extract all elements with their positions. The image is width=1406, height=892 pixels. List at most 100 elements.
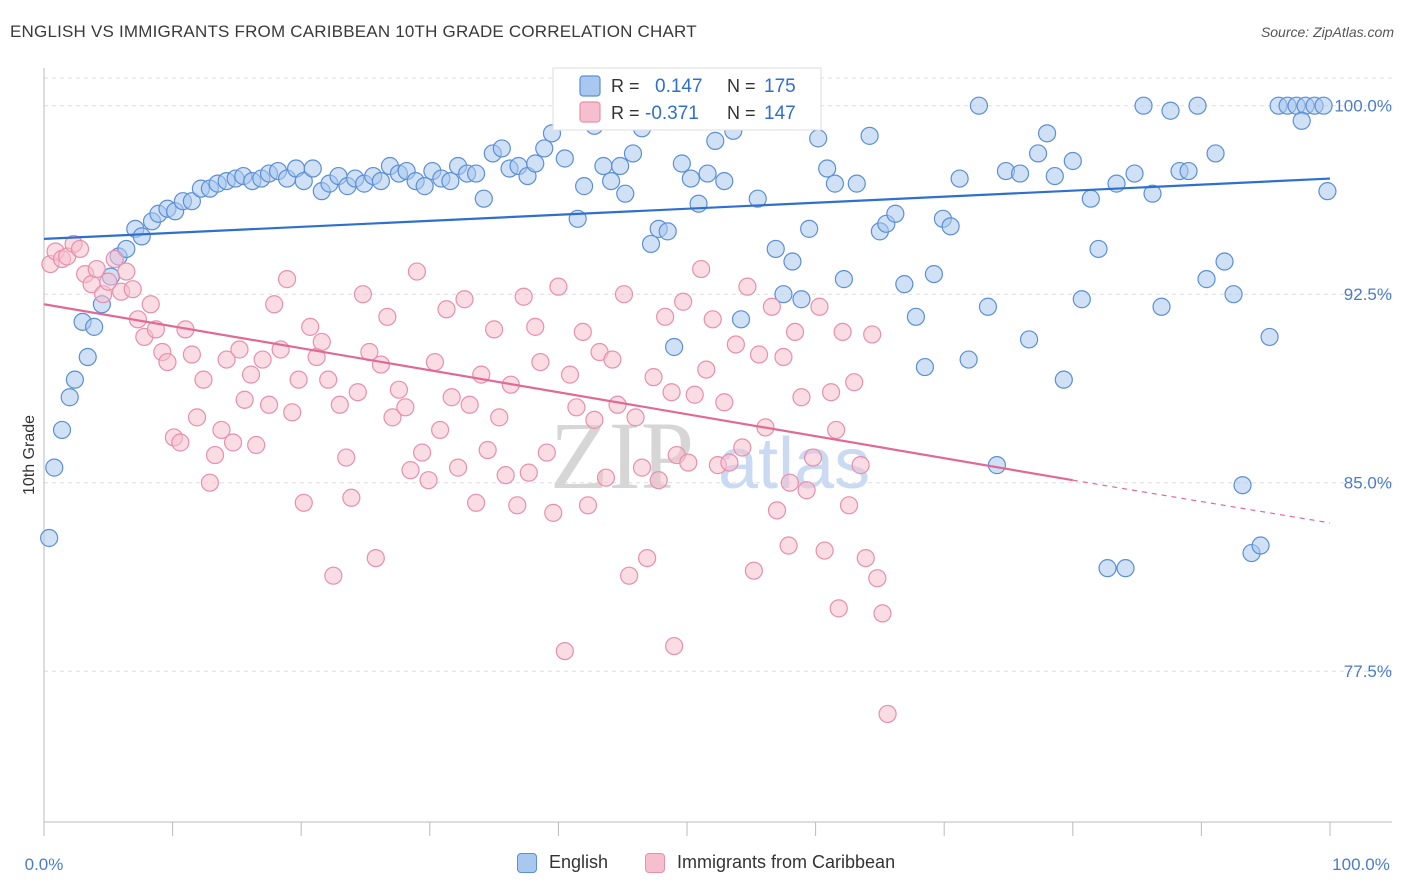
caribbean-point bbox=[448, 458, 468, 477]
english-point bbox=[1314, 96, 1333, 115]
english-point bbox=[52, 420, 72, 440]
caribbean-point bbox=[289, 370, 308, 389]
caribbean-point bbox=[442, 388, 461, 407]
caribbean-point bbox=[762, 297, 781, 316]
caribbean-point bbox=[319, 370, 338, 389]
english-point bbox=[706, 131, 725, 150]
caribbean-point bbox=[626, 408, 645, 427]
caribbean-point bbox=[389, 380, 409, 399]
caribbean-point bbox=[868, 569, 887, 588]
caribbean-point bbox=[401, 461, 420, 480]
caribbean-point bbox=[614, 285, 634, 304]
english-point bbox=[959, 350, 978, 369]
caribbean-point bbox=[803, 448, 823, 467]
english-point bbox=[611, 156, 630, 176]
series-legend: English Immigrants from Caribbean bbox=[0, 852, 1406, 880]
stats-swatch-caribbean bbox=[579, 101, 601, 123]
english-point bbox=[1179, 161, 1198, 181]
caribbean-point bbox=[324, 566, 343, 585]
watermark-atlas: atlas bbox=[718, 424, 870, 504]
points-layer bbox=[40, 96, 1337, 724]
caribbean-point bbox=[466, 493, 486, 512]
english-point bbox=[441, 172, 460, 191]
caribbean-point bbox=[514, 287, 533, 306]
caribbean-point bbox=[829, 599, 848, 618]
caribbean-point bbox=[549, 277, 568, 296]
caribbean-point bbox=[342, 488, 361, 507]
caribbean-point bbox=[644, 368, 663, 387]
caribbean-point bbox=[412, 443, 432, 462]
caribbean-point bbox=[265, 295, 284, 314]
english-point bbox=[1028, 144, 1048, 163]
caribbean-point bbox=[312, 332, 331, 352]
legend-item-caribbean[interactable]: Immigrants from Caribbean bbox=[645, 852, 895, 873]
caribbean-point bbox=[212, 420, 231, 440]
english-point bbox=[1019, 330, 1039, 349]
english-point bbox=[85, 317, 104, 336]
english-point bbox=[1072, 290, 1091, 309]
english-point bbox=[575, 177, 594, 196]
english-point bbox=[117, 239, 136, 259]
english-point bbox=[665, 337, 684, 357]
caribbean-point bbox=[573, 322, 592, 341]
stats-caribbean-r-label: R = bbox=[611, 103, 640, 123]
caribbean-point bbox=[537, 443, 556, 462]
caribbean-point bbox=[371, 355, 391, 374]
caribbean-point bbox=[253, 350, 272, 369]
english-point bbox=[825, 174, 844, 193]
english-point bbox=[40, 528, 59, 548]
caribbean-point bbox=[277, 270, 297, 289]
english-point bbox=[847, 174, 866, 193]
english-point bbox=[906, 307, 926, 326]
english-point bbox=[294, 172, 313, 191]
caribbean-point bbox=[578, 496, 598, 515]
caribbean-point bbox=[780, 473, 799, 492]
english-point bbox=[466, 164, 486, 183]
caribbean-point bbox=[656, 307, 675, 326]
english-point bbox=[1318, 182, 1337, 201]
english-point bbox=[492, 139, 511, 158]
caribbean-point bbox=[674, 292, 693, 311]
english-trend-line bbox=[43, 177, 1331, 241]
caribbean-point bbox=[662, 383, 681, 402]
y-tick-label: 85.0% bbox=[1344, 474, 1392, 493]
caribbean-point bbox=[70, 239, 90, 259]
caribbean-point bbox=[194, 370, 213, 389]
caribbean-point bbox=[555, 641, 574, 661]
caribbean-point bbox=[378, 307, 397, 326]
english-point bbox=[681, 169, 700, 188]
caribbean-point bbox=[827, 420, 846, 440]
y-tick-label: 100.0% bbox=[1334, 97, 1392, 116]
stats-english-n-value: 175 bbox=[764, 76, 796, 97]
legend-item-english[interactable]: English bbox=[517, 852, 608, 873]
english-point bbox=[60, 388, 79, 407]
english-point bbox=[182, 192, 201, 211]
caribbean-trend-line bbox=[43, 303, 1073, 482]
x-tick-label: 0.0% bbox=[25, 855, 64, 874]
caribbean-point bbox=[767, 501, 787, 520]
caribbean-point bbox=[460, 395, 479, 414]
caribbean-point bbox=[638, 548, 657, 568]
caribbean-point bbox=[632, 458, 652, 477]
caribbean-point bbox=[383, 408, 402, 427]
caribbean-point bbox=[726, 335, 745, 354]
caribbean-point bbox=[158, 352, 177, 372]
stats-legend: R = 0.147 N = 175 R = -0.371 N = 147 bbox=[552, 67, 822, 131]
caribbean-point bbox=[337, 448, 356, 467]
axes-layer bbox=[43, 68, 1392, 836]
legend-label-english: English bbox=[549, 852, 609, 872]
english-point bbox=[415, 177, 434, 196]
english-point bbox=[45, 458, 64, 477]
caribbean-point bbox=[608, 395, 627, 414]
caribbean-point bbox=[490, 408, 509, 427]
english-point bbox=[915, 357, 935, 377]
caribbean-point bbox=[366, 548, 385, 568]
caribbean-point bbox=[585, 410, 604, 429]
caribbean-point bbox=[478, 440, 497, 460]
english-point bbox=[78, 347, 97, 367]
english-point bbox=[1125, 164, 1144, 183]
caribbean-point bbox=[217, 350, 236, 369]
english-point bbox=[623, 144, 643, 163]
english-point bbox=[1054, 370, 1073, 389]
english-point bbox=[65, 370, 84, 389]
